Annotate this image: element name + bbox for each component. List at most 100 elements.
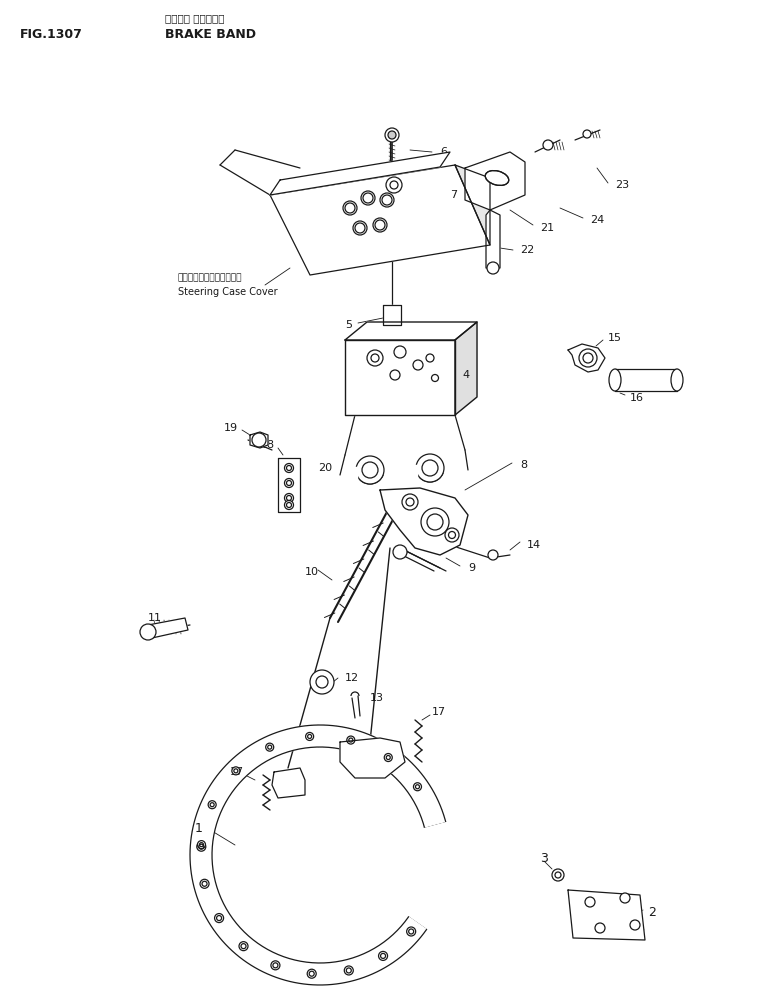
Polygon shape xyxy=(568,890,645,940)
Polygon shape xyxy=(340,738,405,778)
Polygon shape xyxy=(465,152,525,210)
Circle shape xyxy=(416,454,444,482)
Polygon shape xyxy=(455,322,477,415)
Circle shape xyxy=(197,843,206,852)
Circle shape xyxy=(343,201,357,215)
Polygon shape xyxy=(383,305,401,325)
Polygon shape xyxy=(270,165,490,275)
Circle shape xyxy=(488,550,498,560)
Text: ブレーキ バンド: ブレーキ バンド xyxy=(165,13,224,23)
Text: 2: 2 xyxy=(648,906,656,919)
Circle shape xyxy=(214,914,223,923)
Text: 22: 22 xyxy=(520,245,534,255)
Polygon shape xyxy=(345,322,477,340)
Circle shape xyxy=(421,508,449,536)
Text: 5: 5 xyxy=(345,320,352,330)
Polygon shape xyxy=(345,340,455,415)
Text: 16: 16 xyxy=(630,393,644,403)
Polygon shape xyxy=(278,458,300,512)
Text: 12: 12 xyxy=(345,673,359,683)
Circle shape xyxy=(200,879,209,888)
Text: FIG.1307: FIG.1307 xyxy=(20,29,83,42)
Circle shape xyxy=(308,969,316,978)
Circle shape xyxy=(393,545,407,559)
Circle shape xyxy=(361,191,375,205)
Circle shape xyxy=(620,893,630,903)
Text: 23: 23 xyxy=(615,180,629,190)
Text: 14: 14 xyxy=(527,540,541,550)
Circle shape xyxy=(407,927,415,936)
Circle shape xyxy=(252,433,266,447)
Text: 7: 7 xyxy=(450,190,457,200)
Polygon shape xyxy=(272,768,305,798)
Circle shape xyxy=(232,766,240,774)
Circle shape xyxy=(347,736,355,744)
Circle shape xyxy=(197,841,206,849)
Circle shape xyxy=(388,131,396,139)
Text: 6: 6 xyxy=(440,147,447,157)
Circle shape xyxy=(379,951,388,960)
Text: 19: 19 xyxy=(224,423,238,433)
Text: 8: 8 xyxy=(520,460,527,470)
Text: 21: 21 xyxy=(540,223,554,233)
Circle shape xyxy=(239,942,248,950)
Text: 9: 9 xyxy=(468,563,475,573)
Circle shape xyxy=(390,370,400,380)
Polygon shape xyxy=(615,369,677,391)
Circle shape xyxy=(384,754,392,762)
Polygon shape xyxy=(455,165,490,245)
Text: 17: 17 xyxy=(432,707,446,717)
Text: 10: 10 xyxy=(305,567,319,577)
Circle shape xyxy=(431,375,438,382)
Polygon shape xyxy=(250,432,268,448)
Circle shape xyxy=(543,140,553,150)
Circle shape xyxy=(380,193,394,207)
Circle shape xyxy=(285,500,294,509)
Circle shape xyxy=(487,262,499,274)
Ellipse shape xyxy=(671,369,683,391)
Circle shape xyxy=(386,177,402,193)
Text: 20: 20 xyxy=(318,463,332,473)
Circle shape xyxy=(271,961,280,970)
Circle shape xyxy=(385,128,399,142)
Polygon shape xyxy=(270,152,450,195)
Text: 1: 1 xyxy=(195,822,203,835)
Polygon shape xyxy=(190,725,445,985)
Circle shape xyxy=(402,494,418,510)
Text: 24: 24 xyxy=(590,215,604,225)
Circle shape xyxy=(585,897,595,907)
Circle shape xyxy=(373,218,387,232)
Text: 4: 4 xyxy=(462,370,469,380)
Ellipse shape xyxy=(485,170,509,186)
Text: Steering Case Cover: Steering Case Cover xyxy=(178,287,278,297)
Circle shape xyxy=(265,743,274,752)
Circle shape xyxy=(413,782,422,791)
Circle shape xyxy=(306,733,314,741)
Circle shape xyxy=(310,670,334,694)
Circle shape xyxy=(445,528,459,542)
Text: 18: 18 xyxy=(261,440,275,450)
Circle shape xyxy=(630,920,640,930)
Text: 3: 3 xyxy=(540,852,548,864)
Text: 15: 15 xyxy=(608,333,622,343)
Circle shape xyxy=(552,869,564,881)
Polygon shape xyxy=(486,210,500,268)
Circle shape xyxy=(285,479,294,488)
Circle shape xyxy=(426,354,434,362)
Text: 13: 13 xyxy=(370,693,384,703)
Circle shape xyxy=(595,923,605,933)
Circle shape xyxy=(394,346,406,358)
Circle shape xyxy=(140,624,156,640)
Text: ステアリングケースカバー: ステアリングケースカバー xyxy=(178,274,243,283)
Circle shape xyxy=(285,464,294,473)
Ellipse shape xyxy=(609,369,621,391)
Circle shape xyxy=(413,360,423,370)
Circle shape xyxy=(353,221,367,235)
Circle shape xyxy=(583,130,591,138)
Text: 11: 11 xyxy=(148,613,162,623)
Circle shape xyxy=(579,349,597,367)
Text: BRAKE BAND: BRAKE BAND xyxy=(165,29,256,42)
Polygon shape xyxy=(380,488,468,555)
Circle shape xyxy=(356,456,384,484)
Polygon shape xyxy=(148,618,188,638)
